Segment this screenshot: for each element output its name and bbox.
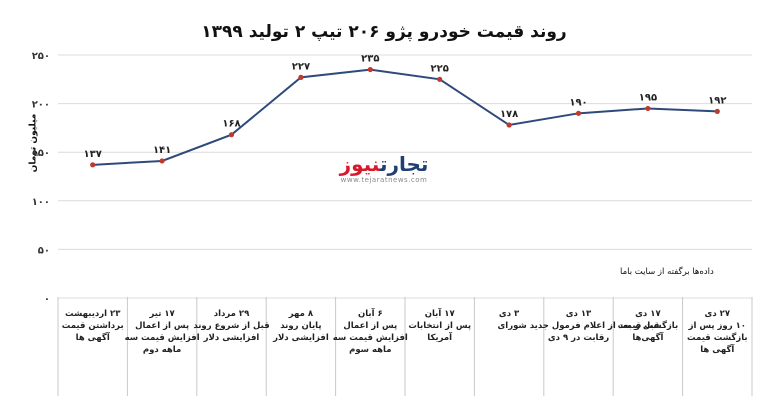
category-label-line: پس از اعمال — [135, 321, 189, 331]
watermark-url: www.tejaratnews.com — [340, 176, 428, 184]
category-label: ۸ مهر پایان روند افزایشی دلار — [272, 309, 329, 343]
data-point — [298, 74, 304, 80]
category-label-line: آگهی ها — [700, 343, 735, 355]
y-tick-label: ۲۰۰ — [32, 100, 50, 111]
category-label: ۳ دی — [499, 309, 520, 319]
category-label-line: افزایشی دلار — [272, 333, 329, 343]
data-label: ۲۳۵ — [361, 54, 379, 65]
y-tick-label: ۵۰ — [38, 245, 50, 256]
category-label: ۲۹ مرداد قبل از شروع روند افزایشی دلار — [193, 309, 269, 343]
data-label: ۱۹۵ — [639, 92, 657, 103]
watermark-logo-part1: تجارت — [379, 152, 429, 176]
y-tick-label: ۰ — [44, 294, 50, 305]
watermark: تجارتنیوز www.tejaratnews.com — [332, 152, 436, 184]
y-tick-label: ۱۵۰ — [32, 148, 50, 159]
category-label-line: افزایش قیمت سه — [333, 333, 408, 343]
data-point — [506, 122, 512, 128]
category-label-line: ۲۳ اردیبهشت — [65, 309, 121, 319]
data-point — [645, 105, 651, 112]
data-point — [159, 158, 165, 164]
category-label-line: ۱۷ دی — [635, 309, 661, 319]
category-label-line: ۱۷ آبان — [425, 307, 456, 319]
watermark-logo: تجارتنیوز — [332, 152, 436, 176]
source-note: داده‌ها برگفته از سایت باما — [620, 267, 714, 277]
data-point — [714, 108, 720, 114]
category-label: ۱۷ تیر پس از اعمال افزایش قیمت سه ماهه دوم — [125, 309, 200, 355]
category-label-line: افزایش قیمت سه — [125, 333, 200, 343]
category-label-line: ۲۹ مرداد — [214, 309, 250, 319]
category-label-line: رقابت در ۹ دی — [548, 333, 609, 343]
data-label: ۱۹۲ — [708, 95, 726, 106]
category-label-line: بازگشت قیمت — [618, 320, 679, 331]
data-point — [228, 132, 235, 138]
category-label-line: آگهی ها — [76, 331, 111, 343]
category-label-line: ۱۳ دی — [566, 309, 592, 319]
category-label: ۶ آبان پس از اعمال افزایش قیمت سه ماهه سوم — [333, 307, 408, 355]
category-label-line: برداشتن قیمت — [62, 321, 124, 331]
data-label: ۱۹۰ — [569, 97, 587, 108]
category-label-line: ماهه سوم — [349, 345, 391, 355]
category-label-line: ۶ آبان — [358, 307, 383, 319]
category-label-line: ۸ مهر — [288, 309, 314, 319]
y-tick-label: ۲۵۰ — [32, 51, 50, 62]
data-label: ۲۲۷ — [292, 61, 310, 72]
data-label: ۱۴۱ — [153, 145, 171, 156]
category-label-line: افزایشی دلار — [203, 333, 260, 343]
category-label-line: پس از انتخابات — [408, 321, 471, 331]
data-point — [437, 76, 443, 82]
category-label-line: آمریکا — [427, 331, 453, 343]
category-label-line: ۱۰ روز پس از — [688, 321, 746, 331]
category-label-line: پس از اعمال — [343, 321, 397, 331]
data-label: ۱۷۸ — [500, 109, 518, 120]
data-point — [90, 162, 96, 168]
category-label: ۱۷ دی بازگشت قیمت آگهی‌ها — [618, 309, 679, 343]
data-label: ۱۶۸ — [222, 119, 240, 130]
category-label-line: ماهه دوم — [143, 345, 181, 355]
category-label: ۱۷ آبان پس از انتخابات آمریکا — [408, 307, 471, 343]
category-label-line: قبل از شروع روند — [193, 321, 269, 331]
category-label-line: قبل و بعد از اعلام فرمول جدید شورای — [498, 321, 660, 331]
data-label: ۲۲۵ — [431, 63, 449, 74]
category-label: ۲۷ دی ۱۰ روز پس از بازگشت قیمت آگهی ها — [687, 309, 748, 355]
category-label-line: پایان روند — [280, 321, 321, 331]
data-point — [367, 66, 373, 73]
category-label-line: آگهی‌ها — [632, 331, 664, 343]
data-label: ۱۳۷ — [84, 149, 102, 160]
category-label-line: ۳ دی — [499, 309, 520, 319]
category-label-line: ۱۷ تیر — [148, 309, 175, 319]
watermark-logo-part2: نیوز — [339, 152, 380, 176]
category-label-line: ۲۷ دی — [705, 309, 731, 319]
category-label: ۱۳ دی قبل و بعد از اعلام فرمول جدید شورای… — [498, 309, 660, 343]
category-label: ۲۳ اردیبهشت برداشتن قیمت آگهی ها — [62, 309, 124, 343]
y-tick-label: ۱۰۰ — [32, 197, 50, 208]
series-line — [92, 68, 718, 166]
data-point — [575, 110, 582, 116]
category-label-line: بازگشت قیمت — [687, 332, 748, 343]
chart-title: روند قیمت خودرو پژو ۲۰۶ تیپ ۲ تولید ۱۳۹۹ — [201, 22, 567, 42]
